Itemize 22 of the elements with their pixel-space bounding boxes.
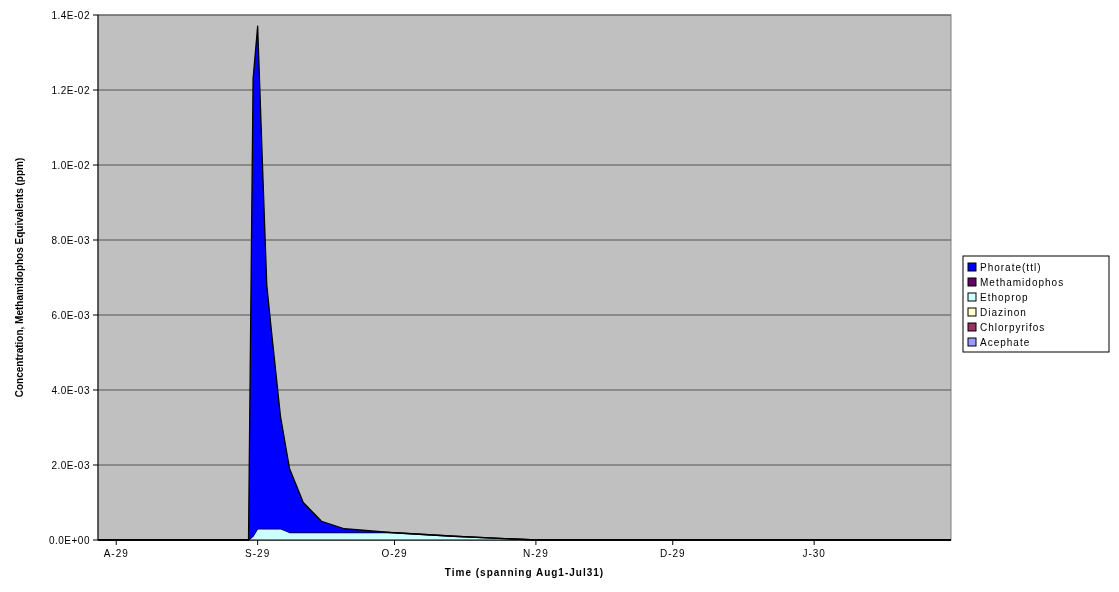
y-tick-label: 8.0E-03 [51, 234, 90, 246]
legend-label: Diazinon [980, 307, 1027, 318]
y-tick-label: 4.0E-03 [51, 384, 90, 396]
x-tick-label: O-29 [381, 548, 408, 559]
legend-label: Phorate(ttl) [980, 262, 1042, 273]
legend-label: Acephate [980, 337, 1031, 348]
x-tick-label: A-29 [103, 548, 129, 559]
legend-label: Chlorpyrifos [980, 322, 1046, 333]
x-tick-label: D-29 [659, 548, 686, 559]
y-tick-label: 1.2E-02 [51, 84, 90, 96]
y-tick-label: 6.0E-03 [51, 309, 90, 321]
legend-label: Methamidophos [980, 277, 1065, 288]
x-tick-label: N-29 [523, 548, 549, 559]
y-tick-label: 1.0E-02 [51, 159, 90, 171]
x-axis-title: Time (spanning Aug1-Jul31) [444, 567, 605, 578]
x-tick-label: J-30 [802, 548, 826, 559]
legend-label: Ethoprop [980, 292, 1029, 303]
y-tick-label: 1.4E-02 [51, 9, 90, 21]
y-tick-label: 2.0E-03 [51, 459, 90, 471]
x-tick-label: S-29 [245, 548, 271, 559]
y-tick-label: 0.0E+00 [48, 534, 90, 546]
y-axis-title: Concentration, Methamidophos Equivalents (ppm) [14, 157, 25, 398]
